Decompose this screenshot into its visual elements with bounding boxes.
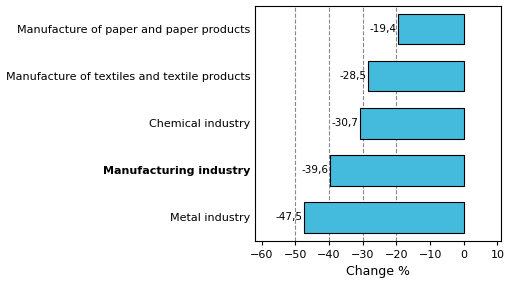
Bar [330,155,464,185]
Text: -19,4: -19,4 [370,24,397,34]
Bar [368,61,464,91]
Bar [360,108,464,139]
Bar [304,202,464,233]
Text: -47,5: -47,5 [275,212,302,222]
Text: -28,5: -28,5 [339,71,366,81]
Text: -30,7: -30,7 [332,118,359,128]
X-axis label: Change %: Change % [346,266,410,278]
Bar [398,14,464,44]
Text: -39,6: -39,6 [302,165,329,175]
